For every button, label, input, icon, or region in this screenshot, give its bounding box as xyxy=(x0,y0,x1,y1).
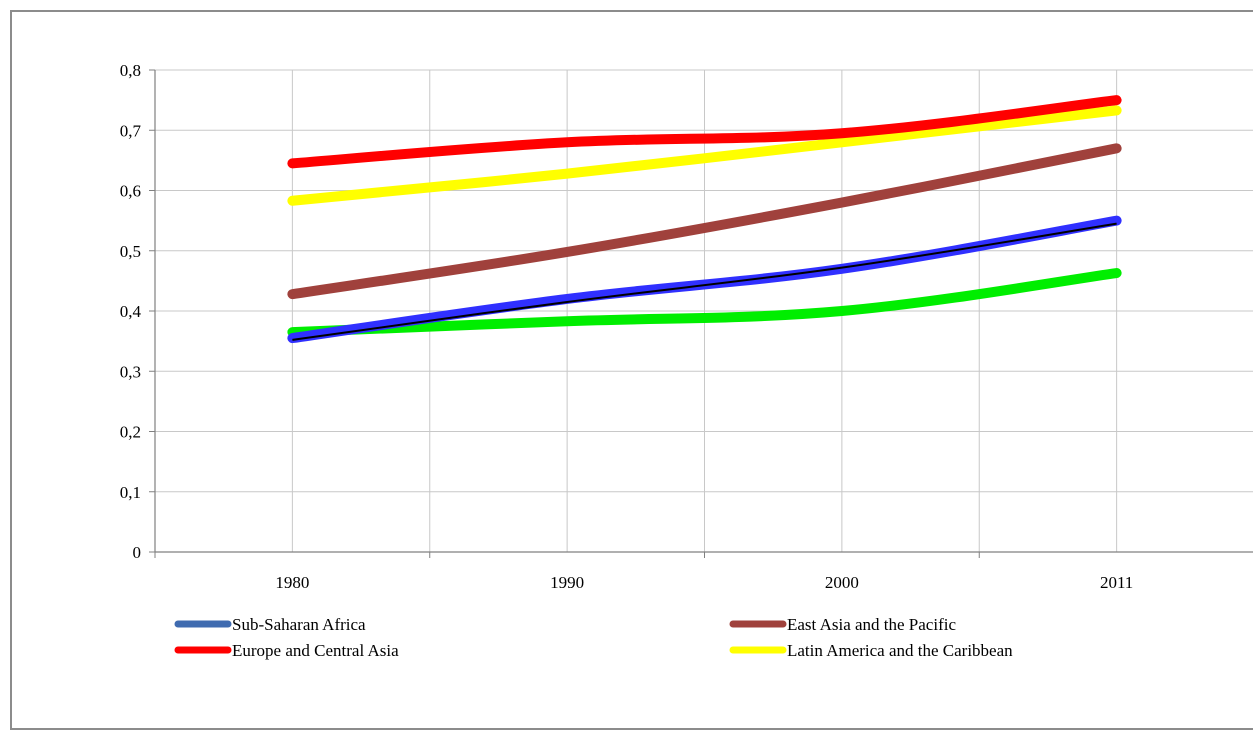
axes xyxy=(149,69,1253,558)
legend-label-latin-america-and-the-caribbean: Latin America and the Caribbean xyxy=(787,641,1013,660)
series-lines xyxy=(287,95,1122,344)
y-axis-tick-labels: 0 0,1 0,2 0,3 0,4 0,5 0,6 0,7 0,8 xyxy=(120,61,142,562)
y-tick-label: 0,8 xyxy=(120,61,141,80)
series-line-green xyxy=(287,268,1122,338)
legend: Sub-Saharan Africa East Asia and the Paci… xyxy=(174,615,1013,660)
legend-label-sub-saharan-africa: Sub-Saharan Africa xyxy=(232,615,366,634)
x-tick-label: 1980 xyxy=(275,573,309,592)
legend-label-east-asia-and-the-pacific: East Asia and the Pacific xyxy=(787,615,956,634)
x-tick-label: 2011 xyxy=(1100,573,1133,592)
y-tick-label: 0,7 xyxy=(120,121,142,140)
series-line-east-asia-and-the-pacific xyxy=(287,143,1122,300)
y-tick-label: 0,4 xyxy=(120,302,142,321)
y-tick-label: 0,3 xyxy=(120,362,141,381)
x-tick-label: 1990 xyxy=(550,573,584,592)
series-line-latin-america-and-the-caribbean xyxy=(287,105,1122,206)
y-tick-label: 0,6 xyxy=(120,182,141,201)
y-tick-label: 0,1 xyxy=(120,483,141,502)
x-axis-tick-labels: 1980 1990 2000 2011 xyxy=(275,573,1133,592)
y-tick-label: 0,2 xyxy=(120,423,141,442)
trendline xyxy=(292,222,1117,341)
grid xyxy=(155,69,1253,552)
legend-label-europe-and-central-asia: Europe and Central Asia xyxy=(232,641,399,660)
series-line-europe-and-central-asia xyxy=(287,95,1122,169)
y-tick-label: 0 xyxy=(133,543,142,562)
x-tick-label: 2000 xyxy=(825,573,859,592)
y-tick-label: 0,5 xyxy=(120,242,141,261)
